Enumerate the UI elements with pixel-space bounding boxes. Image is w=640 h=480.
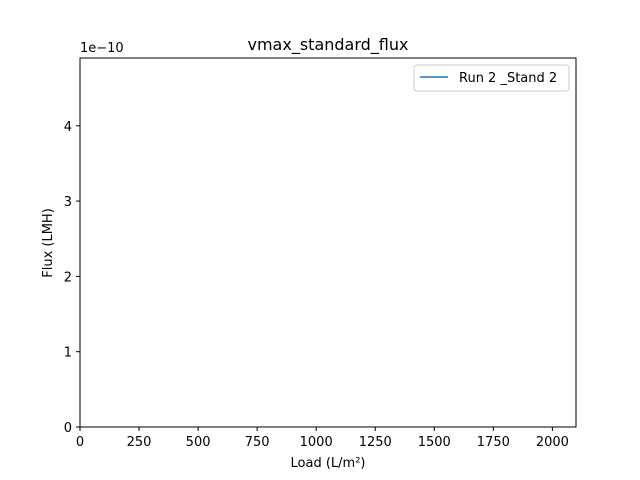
y-tick-label: 1	[64, 346, 72, 361]
x-tick-label: 500	[186, 435, 211, 450]
y-tick-label: 4	[64, 120, 72, 135]
chart-title: vmax_standard_flux	[248, 35, 409, 55]
y-offset-label: 1e−10	[80, 41, 124, 56]
y-tick-label: 3	[64, 195, 72, 210]
x-axis-label: Load (L/m²)	[291, 456, 366, 471]
y-axis-label: Flux (LMH)	[41, 208, 56, 278]
x-tick-label: 1250	[359, 435, 392, 450]
y-axis-ticks: 0 1 2 3 4	[64, 120, 80, 436]
x-tick-label: 250	[127, 435, 152, 450]
x-tick-label: 750	[245, 435, 270, 450]
legend: Run 2 _Stand 2	[413, 64, 570, 92]
x-tick-label: 1000	[300, 435, 333, 450]
plot-area-frame	[79, 57, 577, 428]
x-tick-label: 1500	[418, 435, 451, 450]
y-tick-label: 0	[64, 421, 72, 436]
y-tick-label: 2	[64, 270, 72, 285]
x-tick-label: 2000	[536, 435, 569, 450]
x-tick-label: 0	[76, 435, 84, 450]
legend-entry-label: Run 2 _Stand 2	[459, 71, 557, 86]
x-tick-label: 1750	[477, 435, 510, 450]
legend-box	[413, 64, 570, 92]
x-axis-ticks: 0 250 500 750 1000 1250 1500 1750 2000	[76, 427, 569, 450]
